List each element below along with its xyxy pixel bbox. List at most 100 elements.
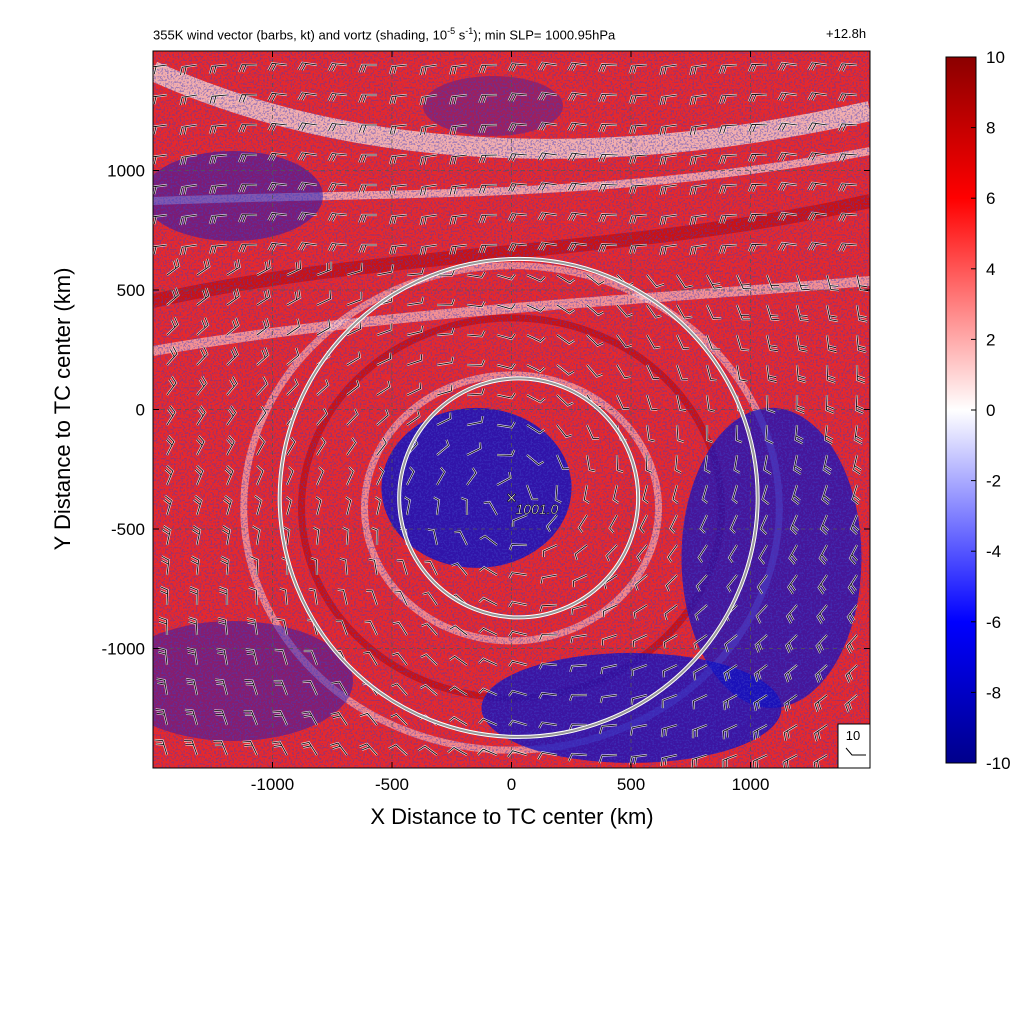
wind-barb: [273, 680, 288, 696]
colorbar-tick-label: -8: [986, 683, 1001, 702]
wind-barb: [578, 514, 588, 533]
wind-barb: [449, 716, 468, 726]
wind-barb: [526, 334, 546, 342]
wind-barb: [676, 274, 694, 288]
colorbar-tick-label: -6: [986, 613, 1001, 632]
wind-barb: [330, 742, 348, 756]
wind-barb: [436, 356, 454, 366]
wind-barb: [279, 588, 288, 606]
wind-barb: [166, 287, 179, 306]
wind-barb: [223, 495, 232, 516]
colorbar-tick-label: 4: [986, 260, 995, 279]
wind-barb: [659, 184, 678, 195]
wind-barb: [478, 627, 498, 636]
wind-barb: [537, 182, 558, 191]
wind-barb: [297, 152, 318, 161]
wind-barb: [256, 405, 267, 426]
wind-barb: [661, 724, 678, 738]
wind-barb: [449, 655, 468, 666]
wind-barb: [784, 664, 798, 683]
wind-barb: [156, 678, 168, 696]
wind-barb: [391, 652, 408, 666]
wind-barb: [192, 525, 201, 546]
wind-barb: [328, 123, 348, 132]
wind-barb: [328, 243, 348, 252]
wind-barb: [598, 213, 618, 223]
wind-barb: [659, 94, 678, 105]
wind-barb: [449, 625, 468, 636]
wind-barb: [478, 124, 498, 133]
wind-barb: [256, 259, 271, 276]
wind-barb: [478, 244, 498, 253]
wind-barb: [821, 484, 831, 505]
wind-barb: [556, 424, 573, 438]
wind-barb: [847, 604, 858, 624]
wind-barb: [363, 651, 378, 666]
wind-barb: [598, 243, 618, 253]
wind-barb: [629, 64, 648, 74]
wind-barb: [420, 64, 438, 76]
wind-barb: [689, 244, 708, 255]
wind-barb: [449, 214, 468, 225]
wind-barb: [238, 154, 258, 163]
wind-barb: [406, 354, 422, 366]
wind-barb: [286, 260, 302, 276]
wind-barb: [537, 122, 558, 131]
wind-barb: [748, 93, 768, 102]
wind-barb: [526, 394, 546, 403]
wind-barb: [165, 465, 174, 486]
wind-barb: [496, 274, 516, 280]
wind-barb: [390, 713, 408, 726]
wind-barb: [466, 416, 484, 426]
wind-barb: [217, 617, 228, 636]
wind-barb: [158, 617, 168, 636]
wind-barb: [507, 750, 528, 758]
wind-barb: [569, 724, 588, 731]
wind-barb: [632, 664, 648, 676]
wind-barb: [758, 544, 768, 565]
wind-barb: [796, 304, 809, 321]
wind-barb: [420, 654, 438, 666]
wind-barb: [784, 694, 798, 712]
wind-barb: [346, 322, 362, 336]
title-exponent-2: -1: [465, 26, 474, 36]
vorticity-noise: [153, 51, 870, 768]
wind-barb: [196, 376, 207, 396]
wind-barb: [676, 334, 690, 350]
wind-barb: [272, 710, 288, 726]
tc-center-cross: ×: [506, 488, 517, 508]
wind-barb: [664, 604, 678, 620]
wind-barb: [358, 214, 377, 223]
wind-barb: [454, 531, 468, 546]
title-text: 355K wind vector (barbs, kt) and vortz (…: [153, 27, 448, 43]
wind-barb: [184, 740, 198, 756]
wind-barb: [826, 334, 837, 353]
wind-barb: [598, 123, 618, 133]
wind-barb: [268, 212, 288, 221]
wind-barb: [796, 394, 805, 414]
wind-barb: [420, 214, 438, 226]
wind-barb: [449, 154, 468, 165]
wind-barb: [508, 93, 528, 102]
wind-barb: [466, 467, 477, 486]
wind-barb: [826, 364, 836, 383]
wind-barb: [845, 664, 858, 683]
wind-barb: [766, 334, 779, 352]
wind-barb: [807, 62, 828, 71]
wind-barb: [153, 184, 168, 195]
wind-barb: [508, 631, 528, 637]
wind-barb: [153, 124, 168, 135]
wind-barb: [752, 754, 768, 768]
wind-barb: [600, 694, 618, 704]
wind-barb: [601, 664, 618, 675]
wind-barb: [646, 424, 656, 442]
wind-barb: [328, 183, 348, 192]
wind-barb: [766, 274, 781, 290]
wind-barb: [496, 421, 516, 428]
wind-barb: [789, 544, 798, 565]
wind-barb: [748, 153, 768, 162]
wind-barb: [394, 591, 408, 606]
wind-barb: [246, 618, 258, 636]
wind-barb: [790, 514, 799, 535]
wind-barb: [793, 454, 802, 475]
